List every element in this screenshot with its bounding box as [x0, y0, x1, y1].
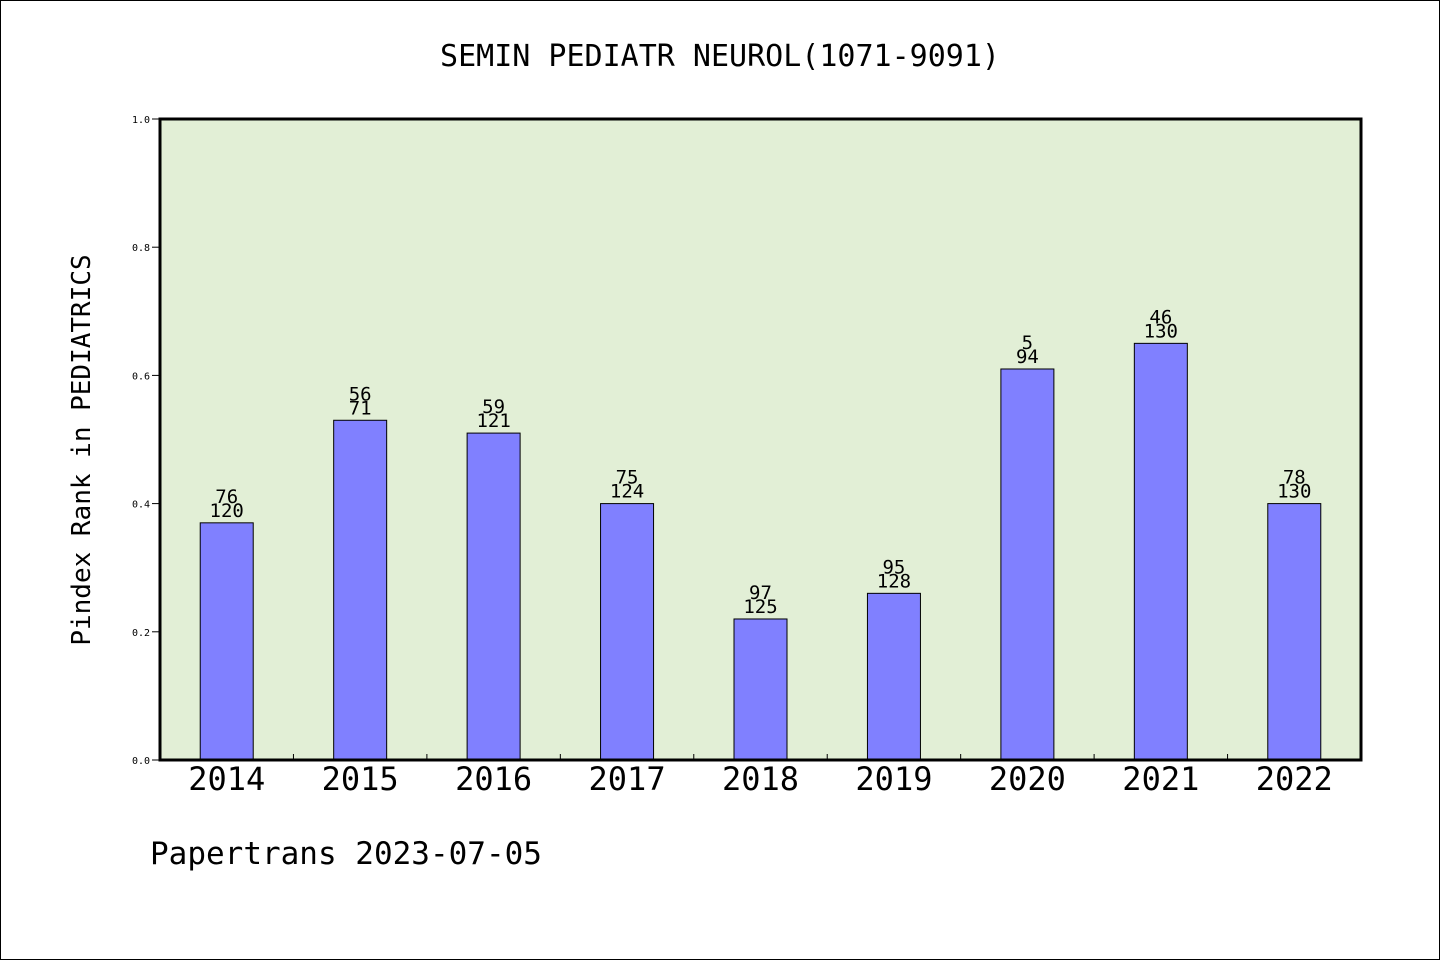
y-ticks: 0.0 0.2 0.4 0.6 0.8 1.0 [132, 115, 160, 767]
y-tick-label: 1.0 [132, 115, 150, 126]
bar-2014 [199, 522, 254, 761]
bar-2017 [600, 503, 655, 761]
bar-rank-label: 78 [1283, 467, 1306, 489]
bar-rank-label: 97 [749, 582, 772, 604]
bar-total-label: 124 [610, 481, 644, 503]
bar-rank-label: 56 [349, 383, 372, 405]
x-tick-label: 2017 [589, 760, 666, 798]
x-ticks: 2014 2015 2016 2017 2018 2019 2020 2021 2022 [188, 754, 1333, 798]
x-tick-label: 2019 [855, 760, 932, 798]
y-tick-label: 0.8 [132, 243, 150, 254]
x-tick-label: 2021 [1122, 760, 1199, 798]
y-tick-label: 0.2 [132, 628, 150, 639]
bar-rank-label: 75 [616, 467, 639, 489]
bar-rank-label: 46 [1149, 306, 1172, 328]
y-tick-label: 0.6 [132, 371, 150, 382]
bar-rank-label: 95 [882, 556, 905, 578]
bar-total-label: 130 [1277, 481, 1311, 503]
bar-total-label: 121 [476, 410, 510, 432]
bar-rank-label: 5 [1022, 332, 1033, 354]
x-tick-label: 2022 [1256, 760, 1333, 798]
bar-total-label: 128 [877, 570, 911, 592]
bar-rank-label: 59 [482, 396, 505, 418]
bar-total-label: 120 [210, 500, 244, 522]
y-tick-label: 0.4 [132, 500, 150, 511]
bar-total-label: 94 [1016, 346, 1039, 368]
bar-2022 [1267, 503, 1322, 761]
y-axis-label: Pindex Rank in PEDIATRICS [67, 254, 97, 645]
x-tick-label: 2018 [722, 760, 799, 798]
bar-total-label: 71 [349, 397, 372, 419]
x-tick-label: 2014 [188, 760, 265, 798]
x-tick-label: 2016 [455, 760, 532, 798]
x-tick-label: 2015 [322, 760, 399, 798]
bar-2018 [733, 618, 788, 761]
bar-total-label: 130 [1144, 320, 1178, 342]
bar-2019 [866, 592, 921, 761]
bar-total-label: 125 [743, 596, 777, 618]
bar-rank-label: 76 [215, 486, 238, 508]
bar-2020 [1000, 368, 1055, 761]
bar-2015 [333, 419, 388, 761]
footer-credit: Papertrans 2023-07-05 [150, 836, 542, 872]
plot-frame [158, 117, 1363, 762]
x-tick-label: 2020 [989, 760, 1066, 798]
bar-2016 [466, 432, 521, 761]
chart-title: SEMIN PEDIATR NEUROL(1071-9091) [440, 39, 1000, 74]
bar-2021 [1133, 342, 1188, 761]
y-tick-label: 0.0 [132, 756, 150, 767]
